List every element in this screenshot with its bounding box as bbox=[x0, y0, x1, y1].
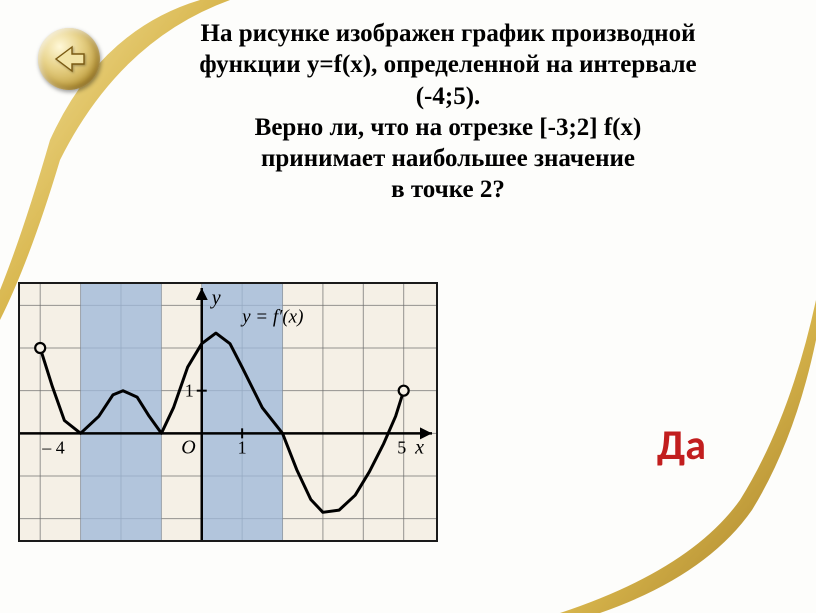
svg-text:O: O bbox=[181, 436, 195, 458]
arrow-left-icon bbox=[52, 45, 86, 73]
question-text: На рисунке изображен график производной … bbox=[120, 18, 776, 206]
svg-text:y = f′(x): y = f′(x) bbox=[240, 306, 303, 327]
graph-svg: – 4 5 O 1 1 y x y = f′(x) bbox=[20, 284, 436, 540]
back-button[interactable] bbox=[38, 28, 100, 90]
svg-text:y: y bbox=[210, 287, 221, 309]
title-line: в точке 2? bbox=[120, 174, 776, 205]
title-line: На рисунке изображен график производной bbox=[120, 18, 776, 49]
svg-text:5: 5 bbox=[397, 437, 406, 457]
derivative-graph: – 4 5 O 1 1 y x y = f′(x) bbox=[18, 282, 438, 542]
svg-text:1: 1 bbox=[185, 381, 194, 401]
title-line: принимает наибольшее значение bbox=[120, 143, 776, 174]
title-line: функции y=f(x), определенной на интервал… bbox=[120, 49, 776, 80]
title-line: Верно ли, что на отрезке [-3;2] f(x) bbox=[120, 112, 776, 143]
svg-text:1: 1 bbox=[238, 437, 247, 457]
answer-text: Да bbox=[657, 420, 706, 471]
svg-text:x: x bbox=[414, 436, 424, 458]
svg-text:– 4: – 4 bbox=[41, 437, 65, 457]
title-line: (-4;5). bbox=[120, 81, 776, 112]
